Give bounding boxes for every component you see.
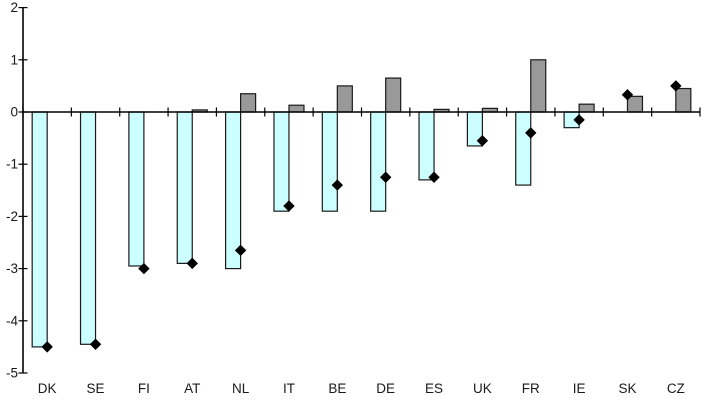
marker-diamond-SE <box>89 338 102 350</box>
x-axis-label-SK: SK <box>618 381 636 396</box>
x-axis-label-CZ: CZ <box>667 381 685 396</box>
x-axis-label-IE: IE <box>573 381 586 396</box>
y-tick-label--4: -4 <box>6 313 18 328</box>
marker-diamond-AT <box>186 257 198 270</box>
y-tick-label--1: -1 <box>6 157 18 172</box>
bar-cyan_bars-DK <box>31 111 48 348</box>
x-axis-label-DE: DE <box>376 381 395 396</box>
x-axis-label-AT: AT <box>184 381 200 396</box>
marker-diamond-IE <box>573 114 585 126</box>
x-axis-label-NL: NL <box>232 381 250 396</box>
y-tick-label--3: -3 <box>6 261 18 276</box>
marker-diamond-NL <box>234 244 247 257</box>
x-axis-label-UK: UK <box>473 381 492 396</box>
bar-gray_bars-SK <box>626 95 644 113</box>
bar-gray_bars-IT <box>288 104 305 113</box>
bar-cyan_bars-FR <box>515 111 532 186</box>
marker-diamond-BE <box>331 179 344 191</box>
marker-diamond-IT <box>283 200 295 212</box>
x-axis-label-FR: FR <box>522 381 540 396</box>
bar-gray_bars-DE <box>385 77 402 113</box>
bar-cyan_bars-ES <box>418 111 435 181</box>
marker-diamond-ES <box>428 171 440 183</box>
bar-gray_bars-NL <box>240 93 257 113</box>
marker-diamond-SK <box>621 89 634 101</box>
bar-gray_bars-CZ <box>675 87 692 113</box>
marker-diamond-FR <box>525 127 537 139</box>
bar-cyan_bars-BE <box>321 111 338 212</box>
x-axis-label-FI: FI <box>138 381 150 396</box>
bar-cyan_bars-FI <box>128 111 145 267</box>
bar-gray_bars-BE <box>336 85 353 113</box>
x-axis-label-BE: BE <box>328 381 346 396</box>
x-axis-label-ES: ES <box>425 381 443 396</box>
y-tick-label--5: -5 <box>6 366 18 381</box>
x-axis-label-SE: SE <box>87 381 105 396</box>
bar-gray_bars-IE <box>578 103 595 113</box>
y-tick-label-0: 0 <box>10 105 18 120</box>
bar-cyan_bars-IT <box>273 111 290 212</box>
marker-diamond-UK <box>476 135 489 147</box>
x-axis-label-IT: IT <box>283 381 295 396</box>
y-tick-label--2: -2 <box>6 209 18 224</box>
marker-diamond-FI <box>138 262 150 275</box>
x-axis-label-DK: DK <box>38 381 57 396</box>
marker-diamond-CZ <box>670 80 682 92</box>
bar-cyan_bars-NL <box>225 111 242 270</box>
y-tick-label-2: 2 <box>10 0 18 15</box>
marker-diamond-DE <box>379 171 392 183</box>
bar-cyan_bars-SE <box>79 111 97 345</box>
bar-cyan_bars-DE <box>370 111 387 212</box>
bar-gray_bars-FR <box>530 59 547 113</box>
bar-cyan_bars-AT <box>176 111 193 264</box>
y-tick-label-1: 1 <box>10 52 18 67</box>
marker-diamond-DK <box>41 341 53 353</box>
